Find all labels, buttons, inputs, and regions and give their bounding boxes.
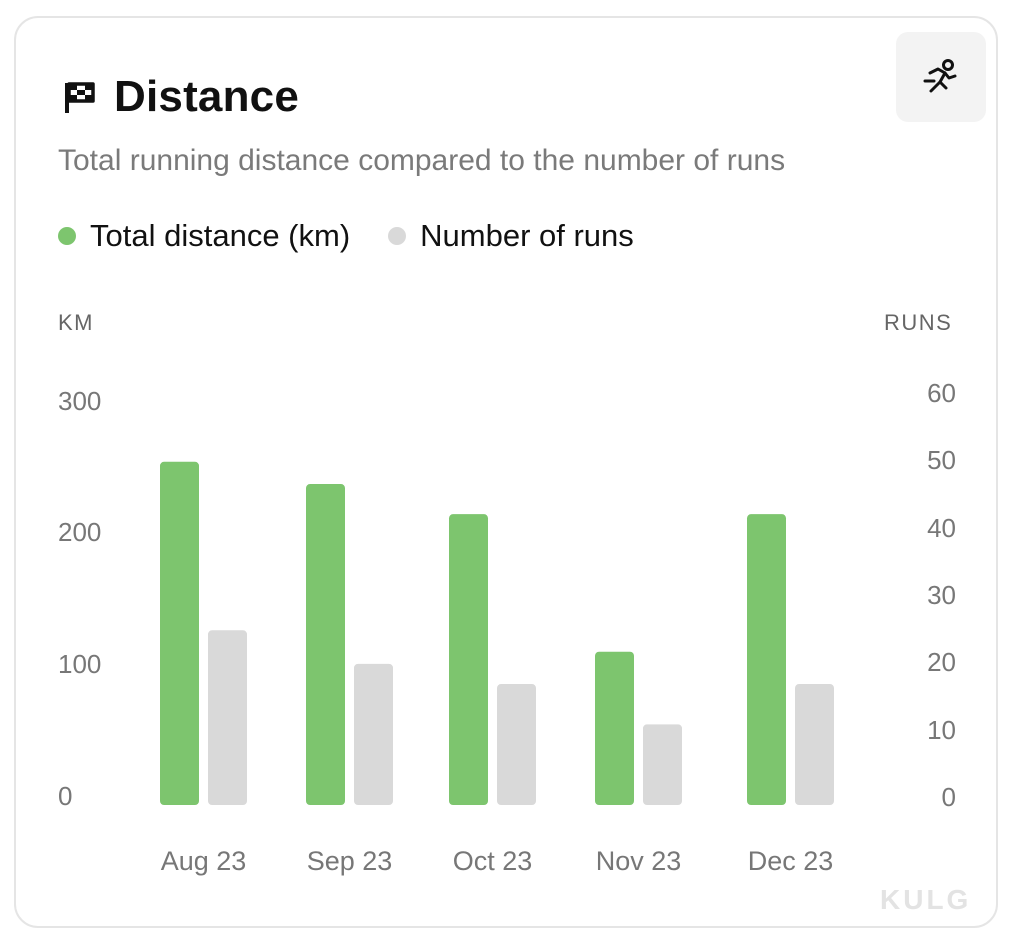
y-right-tick-label: 50 [927, 445, 956, 476]
x-tick-label: Dec 23 [747, 846, 834, 876]
y-right-tick-label: 20 [927, 647, 956, 678]
x-tick-label: Oct 23 [452, 846, 533, 876]
y-right-tick-label: 30 [927, 579, 956, 610]
legend-label-runs: Number of runs [420, 218, 634, 253]
distance-bar-oct-23[interactable] [449, 514, 488, 805]
y-right-tick-label: 40 [927, 512, 956, 543]
legend-item-distance[interactable]: Total distance (km) [58, 218, 350, 254]
watermark-logo: KULG [880, 884, 972, 915]
runner-button[interactable] [896, 32, 986, 122]
distance-bar-aug-23[interactable] [160, 461, 199, 805]
x-tick-label: Nov 23 [595, 846, 682, 876]
flag-icon [65, 82, 95, 113]
legend-dot-runs [388, 227, 407, 245]
runs-bar-dec-23[interactable] [795, 684, 834, 805]
x-tick-label: Sep 23 [306, 846, 393, 876]
distance-bar-nov-23[interactable] [595, 651, 634, 805]
legend-label-distance: Total distance (km) [90, 218, 351, 253]
y-right-tick-label: 60 [927, 378, 956, 408]
distance-bar-sep-23[interactable] [306, 484, 345, 805]
legend-dot-distance [58, 227, 76, 245]
y-left-tick-label: 100 [58, 649, 102, 679]
card-subtitle: Total running distance compared to the n… [58, 144, 786, 177]
y-axis-right-title: RUNS [884, 310, 953, 335]
y-left-tick-label: 300 [58, 386, 102, 416]
runs-bar-sep-23[interactable] [354, 663, 393, 805]
runs-bar-nov-23[interactable] [643, 724, 682, 805]
runs-bar-oct-23[interactable] [497, 684, 536, 805]
y-right-tick-label: 0 [941, 781, 956, 812]
card-header: Distance [62, 72, 299, 122]
y-axis-left-title: KM [58, 310, 94, 335]
legend-item-runs[interactable]: Number of runs [388, 218, 634, 254]
x-tick-label: Aug 23 [160, 846, 247, 876]
distance-bar-dec-23[interactable] [747, 514, 786, 805]
runs-bar-aug-23[interactable] [208, 630, 247, 805]
card-title: Distance [114, 72, 300, 121]
y-left-tick-label: 0 [58, 781, 73, 811]
chart-legend: Total distance (km) Number of runs [58, 218, 672, 254]
y-right-tick-label: 10 [927, 714, 956, 745]
y-left-tick-label: 200 [58, 517, 102, 547]
runner-icon [923, 59, 957, 93]
